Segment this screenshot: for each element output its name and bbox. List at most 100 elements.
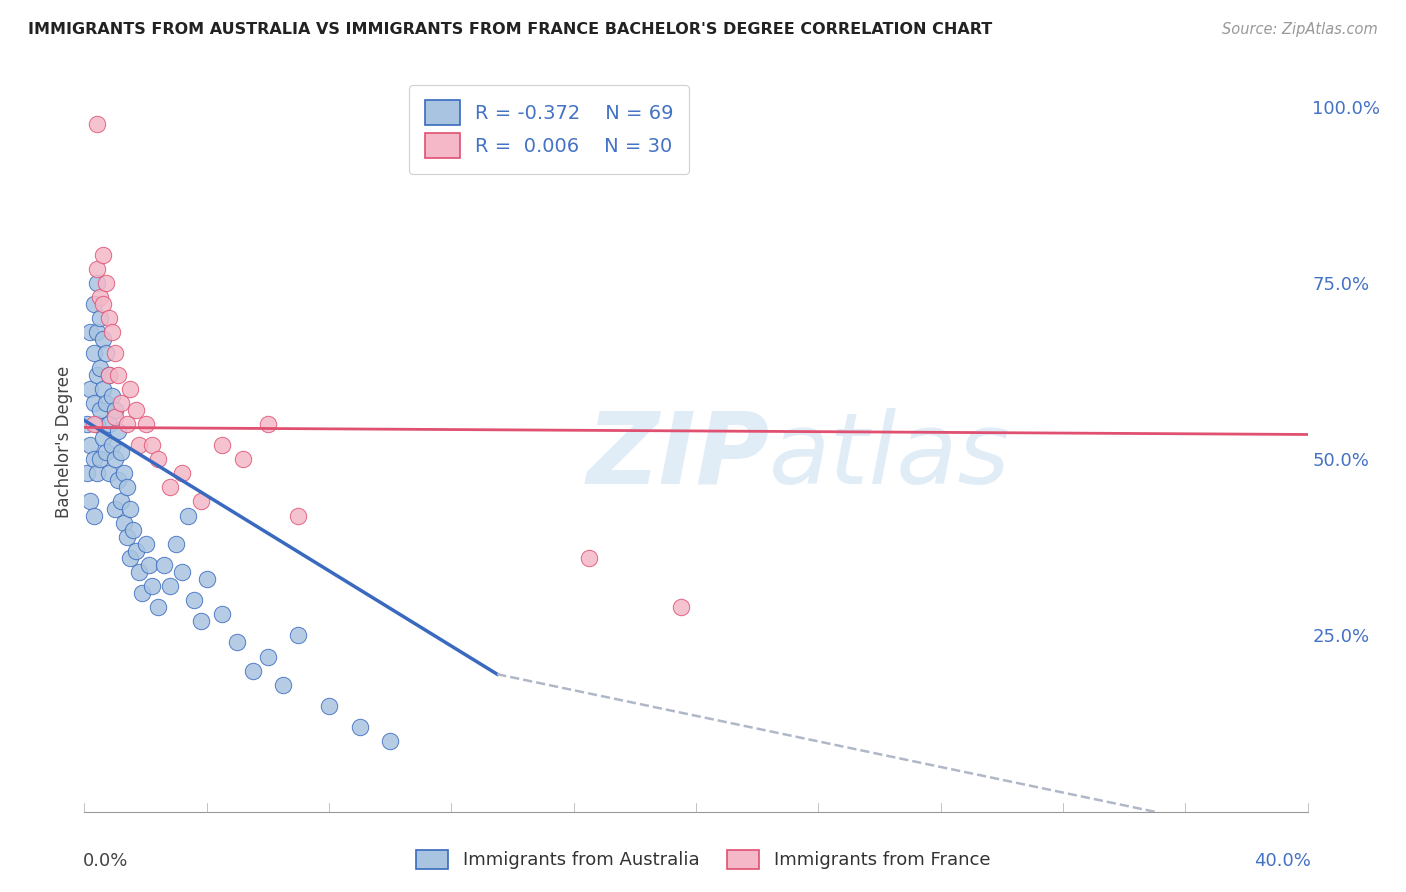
Point	[141, 579, 163, 593]
Point	[242, 664, 264, 678]
Point	[138, 558, 160, 572]
Point	[190, 615, 212, 629]
Point	[91, 297, 114, 311]
Point	[86, 467, 108, 481]
Point	[120, 550, 142, 565]
Point	[159, 480, 181, 494]
Point	[257, 649, 280, 664]
Point	[141, 438, 163, 452]
Point	[159, 579, 181, 593]
Point	[125, 402, 148, 417]
Point	[97, 368, 120, 382]
Point	[153, 558, 176, 572]
Point	[104, 346, 127, 360]
Point	[146, 600, 169, 615]
Point	[86, 276, 108, 290]
Point	[380, 734, 402, 748]
Point	[131, 586, 153, 600]
Point	[97, 467, 120, 481]
Point	[318, 698, 340, 713]
Point	[271, 678, 294, 692]
Text: 0.0%: 0.0%	[83, 853, 128, 871]
Point	[79, 494, 101, 508]
Point	[578, 550, 600, 565]
Point	[83, 452, 105, 467]
Point	[183, 593, 205, 607]
Point	[91, 248, 114, 262]
Point	[91, 382, 114, 396]
Point	[211, 607, 233, 622]
Point	[104, 501, 127, 516]
Point	[110, 396, 132, 410]
Point	[107, 368, 129, 382]
Point	[89, 452, 111, 467]
Point	[128, 565, 150, 579]
Point	[104, 452, 127, 467]
Point	[669, 600, 692, 615]
Point	[177, 508, 200, 523]
Point	[79, 325, 101, 339]
Point	[89, 311, 111, 326]
Point	[172, 467, 194, 481]
Point	[91, 332, 114, 346]
Text: ZIP: ZIP	[586, 408, 769, 505]
Point	[107, 473, 129, 487]
Point	[120, 382, 142, 396]
Point	[83, 508, 105, 523]
Point	[86, 261, 108, 276]
Point	[115, 417, 138, 431]
Point	[97, 417, 120, 431]
Point	[135, 417, 157, 431]
Point	[101, 438, 124, 452]
Point	[83, 297, 105, 311]
Point	[86, 368, 108, 382]
Point	[232, 452, 254, 467]
Point	[349, 720, 371, 734]
Text: Source: ZipAtlas.com: Source: ZipAtlas.com	[1222, 22, 1378, 37]
Point	[97, 368, 120, 382]
Point	[83, 396, 105, 410]
Point	[165, 537, 187, 551]
Point	[94, 346, 117, 360]
Point	[120, 501, 142, 516]
Point	[195, 572, 218, 586]
Point	[89, 402, 111, 417]
Point	[135, 537, 157, 551]
Point	[91, 431, 114, 445]
Point	[86, 325, 108, 339]
Point	[104, 409, 127, 424]
Point	[110, 494, 132, 508]
Text: atlas: atlas	[769, 408, 1011, 505]
Legend: Immigrants from Australia, Immigrants from France: Immigrants from Australia, Immigrants fr…	[406, 840, 1000, 879]
Point	[76, 417, 98, 431]
Point	[89, 290, 111, 304]
Point	[94, 276, 117, 290]
Point	[112, 467, 135, 481]
Point	[146, 452, 169, 467]
Point	[79, 438, 101, 452]
Point	[94, 445, 117, 459]
Point	[257, 417, 280, 431]
Point	[122, 523, 145, 537]
Point	[76, 467, 98, 481]
Point	[125, 544, 148, 558]
Legend: R = -0.372    N = 69, R =  0.006    N = 30: R = -0.372 N = 69, R = 0.006 N = 30	[409, 85, 689, 174]
Point	[97, 311, 120, 326]
Point	[287, 628, 309, 642]
Point	[79, 382, 101, 396]
Point	[83, 417, 105, 431]
Y-axis label: Bachelor's Degree: Bachelor's Degree	[55, 366, 73, 517]
Text: 40.0%: 40.0%	[1254, 853, 1312, 871]
Point	[115, 480, 138, 494]
Point	[190, 494, 212, 508]
Point	[94, 396, 117, 410]
Point	[226, 635, 249, 649]
Point	[128, 438, 150, 452]
Text: IMMIGRANTS FROM AUSTRALIA VS IMMIGRANTS FROM FRANCE BACHELOR'S DEGREE CORRELATIO: IMMIGRANTS FROM AUSTRALIA VS IMMIGRANTS …	[28, 22, 993, 37]
Point	[101, 389, 124, 403]
Point	[112, 516, 135, 530]
Point	[115, 530, 138, 544]
Point	[101, 325, 124, 339]
Point	[86, 417, 108, 431]
Point	[89, 360, 111, 375]
